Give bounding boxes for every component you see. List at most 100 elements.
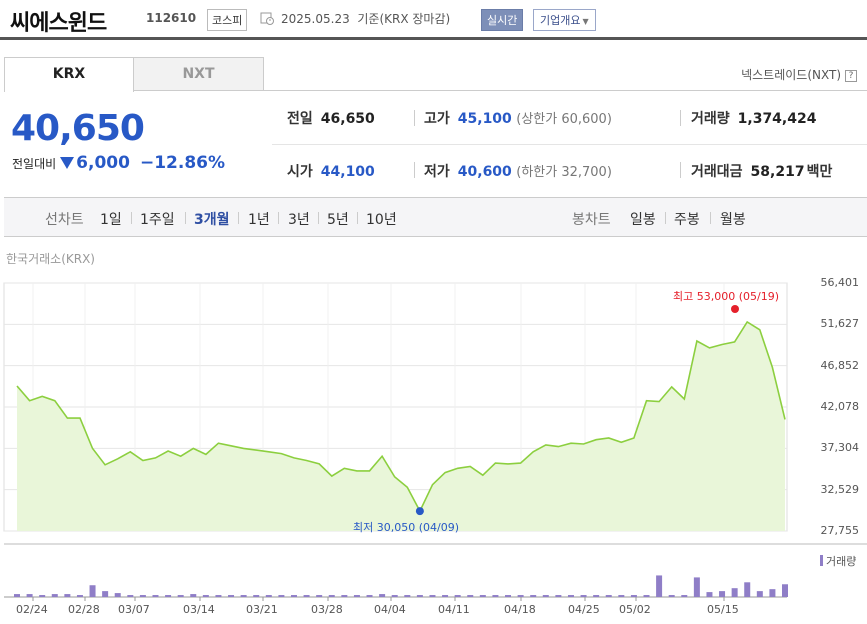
volume-bar [190,594,197,597]
volume-bar [681,595,688,597]
volume-bar [64,594,71,597]
price-change: 전일대비 6,000 −12.86% [12,153,225,173]
price-area [17,322,785,531]
period-3y[interactable]: 3년 [288,212,310,228]
y-tick-label: 37,304 [820,441,860,455]
price-chart [3,282,867,601]
y-tick-label: 32,529 [820,482,860,496]
volume-bar [555,595,562,597]
tab-nxt[interactable]: NXT [133,57,264,91]
y-tick-label: 27,755 [820,524,860,537]
volume-bar [769,589,776,597]
min-price-label: 최저 30,050 (04/09) [353,521,460,534]
volume-bar [379,594,386,597]
max-price-label: 최고 53,000 (05/19) [673,290,780,303]
help-icon[interactable]: ? [845,69,857,82]
volume-bar [228,595,235,597]
volume-bar [127,595,134,597]
volume-bar [668,595,675,597]
volume-bar [328,595,335,597]
volume-bar [731,588,738,597]
x-tick-label: 04/04 [374,603,406,616]
corp-info-dropdown[interactable]: 기업개요 ▼ [533,9,596,31]
volume-bar [39,595,46,597]
divider [357,212,358,224]
volume-bar [76,595,83,597]
clock-icon [260,12,274,25]
divider [238,212,239,224]
tab-divider [263,90,867,91]
divider [414,110,415,126]
volume-bar [391,595,398,597]
volume-bar [139,595,146,597]
volume-bar [26,594,33,597]
volume-bar [693,577,700,597]
x-tick-label: 02/24 [16,603,48,616]
line-chart-label: 선차트 [45,212,84,228]
volume-bar [479,595,486,597]
candle-monthly[interactable]: 월봉 [720,212,746,228]
volume-legend: 거래량 [820,553,856,569]
period-3m[interactable]: 3개월 [194,212,230,228]
volume-bar [265,595,272,597]
change-amount: 6,000 [76,153,130,173]
y-tick-label: 42,078 [820,400,860,413]
volume-bar [643,595,650,597]
volume-bar [114,593,121,597]
period-1d[interactable]: 1일 [100,212,122,228]
volume-bar [165,595,172,597]
volume-bar [756,591,763,597]
volume-bar [656,575,663,597]
volume-bar [618,595,625,597]
volume-bar [492,595,499,597]
trade-amount: 거래대금 58,217 백만 [691,164,833,180]
realtime-button[interactable]: 실시간 [481,9,524,31]
y-tick-label: 46,852 [820,358,860,372]
candle-weekly[interactable]: 주봉 [674,212,700,228]
volume-bar [404,595,411,597]
period-10y[interactable]: 10년 [366,212,397,228]
stock-header: 씨에스윈드 112610 코스피 2025.05.23 기준(KRX 장마감) … [0,0,867,40]
volume-bar [416,595,423,597]
volume-bar [429,595,436,597]
volume-bar [240,595,247,597]
x-tick-label: 05/02 [619,603,651,616]
volume-bar [542,595,549,597]
stock-code: 112610 [146,11,197,25]
y-tick-label: 56,401 [820,276,860,289]
x-tick-label: 03/14 [183,603,215,616]
period-1w[interactable]: 1주일 [140,212,175,228]
volume-bar [341,595,348,597]
period-1y[interactable]: 1년 [248,212,270,228]
volume-bar [215,595,222,597]
chart-source: 한국거래소(KRX) [6,252,95,266]
volume-bar [102,591,109,597]
divider [710,212,711,224]
volume-bar [782,584,788,597]
stock-name: 씨에스윈드 [10,11,107,36]
volume-legend-swatch [820,555,823,566]
volume-bar [505,595,512,597]
candle-daily[interactable]: 일봉 [630,212,656,228]
tab-krx[interactable]: KRX [4,57,134,92]
volume-bar [530,595,537,597]
volume-bar [744,582,751,597]
date-info: 2025.05.23 기준(KRX 장마감) [281,12,451,26]
volume-bar [290,595,297,597]
volume-bar [517,595,524,597]
current-price: 40,650 [11,108,145,149]
volume-bar [202,595,209,597]
volume: 거래량 1,374,424 [691,111,817,127]
volume-bar [303,595,310,597]
volume-bar [630,595,637,597]
x-tick-label: 03/21 [246,603,278,616]
row-divider [272,144,867,145]
chevron-down-icon: ▼ [582,17,589,26]
volume-bar [719,591,726,597]
x-tick-label: 04/18 [504,603,536,616]
high-price: 고가 45,100 (상한가 60,600) [424,111,612,127]
x-tick-label: 03/07 [118,603,150,616]
nxt-link[interactable]: 넥스트레이드(NXT)? [741,66,857,83]
prev-close: 전일 46,650 [287,111,375,127]
period-5y[interactable]: 5년 [327,212,349,228]
